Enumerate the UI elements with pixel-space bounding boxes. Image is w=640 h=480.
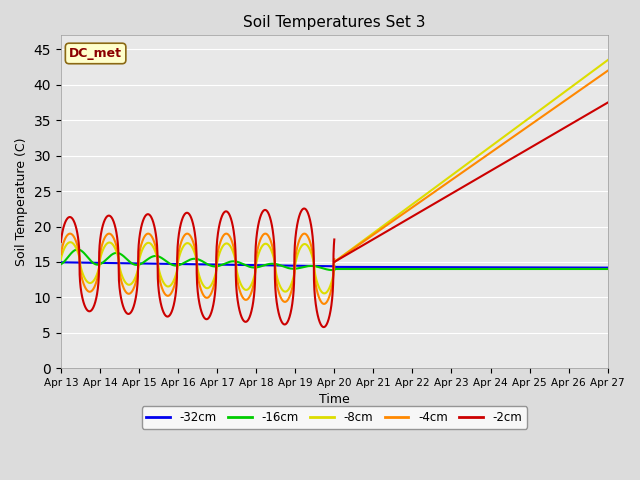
Title: Soil Temperatures Set 3: Soil Temperatures Set 3 [243,15,426,30]
Y-axis label: Soil Temperature (C): Soil Temperature (C) [15,137,28,266]
X-axis label: Time: Time [319,394,349,407]
Text: DC_met: DC_met [69,47,122,60]
Legend: -32cm, -16cm, -8cm, -4cm, -2cm: -32cm, -16cm, -8cm, -4cm, -2cm [141,407,527,429]
